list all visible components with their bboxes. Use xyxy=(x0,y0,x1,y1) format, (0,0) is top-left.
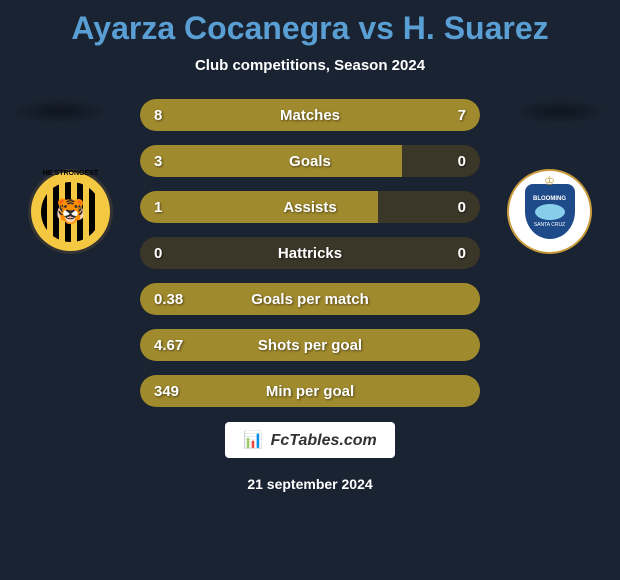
stat-label: Goals per match xyxy=(251,291,369,308)
badge-right-oval xyxy=(535,204,565,220)
stat-value-left: 8 xyxy=(154,107,162,124)
logo-text: FcTables.com xyxy=(271,432,377,449)
stat-value-left: 3 xyxy=(154,153,162,170)
stat-label: Shots per goal xyxy=(258,337,362,354)
stat-label: Goals xyxy=(289,153,331,170)
badge-right-label-bottom: SANTA CRUZ xyxy=(534,222,565,228)
badge-right-label-top: BLOOMING xyxy=(533,196,566,202)
shadow-left xyxy=(10,99,110,124)
stat-value-right: 0 xyxy=(458,199,466,216)
page-subtitle: Club competitions, Season 2024 xyxy=(0,57,620,74)
stat-bar-assists: 1 Assists 0 xyxy=(140,191,480,223)
stat-bar-goals: 3 Goals 0 xyxy=(140,145,480,177)
stat-bar-matches: 8 Matches 7 xyxy=(140,99,480,131)
date-text: 21 september 2024 xyxy=(0,476,620,492)
badge-left-stripes: 🐯 xyxy=(41,182,101,242)
logo-box: 📊 FcTables.com xyxy=(225,422,394,458)
stats-container: 8 Matches 7 3 Goals 0 1 Assists 0 0 Hatt… xyxy=(140,99,480,407)
chart-icon: 📊 xyxy=(243,432,263,449)
stat-fill-left xyxy=(140,145,402,177)
badge-right-shield: ♔ BLOOMING SANTA CRUZ xyxy=(525,184,575,239)
stat-value-right: 7 xyxy=(458,107,466,124)
tiger-icon: 🐯 xyxy=(56,197,86,226)
footer: 📊 FcTables.com 21 september 2024 xyxy=(0,422,620,492)
stat-value-left: 4.67 xyxy=(154,337,183,354)
stat-value-left: 0.38 xyxy=(154,291,183,308)
shadow-right xyxy=(510,99,610,124)
stat-bar-hattricks: 0 Hattricks 0 xyxy=(140,237,480,269)
stat-label: Matches xyxy=(280,107,340,124)
stat-value-left: 1 xyxy=(154,199,162,216)
stat-bar-goals-per-match: 0.38 Goals per match xyxy=(140,283,480,315)
stat-label: Assists xyxy=(283,199,336,216)
page-title: Ayarza Cocanegra vs H. Suarez xyxy=(0,10,620,47)
team-badge-left: HE STRONGEST 🐯 xyxy=(28,169,113,254)
stat-label: Hattricks xyxy=(278,245,342,262)
stat-value-left: 0 xyxy=(154,245,162,262)
stat-value-right: 0 xyxy=(458,153,466,170)
stat-bar-min-per-goal: 349 Min per goal xyxy=(140,375,480,407)
stat-fill-left xyxy=(140,191,378,223)
stat-label: Min per goal xyxy=(266,383,354,400)
stat-value-right: 0 xyxy=(458,245,466,262)
crown-icon: ♔ xyxy=(544,174,555,188)
team-badge-right: ♔ BLOOMING SANTA CRUZ xyxy=(507,169,592,254)
stat-fill-right xyxy=(320,99,480,131)
main-content: HE STRONGEST 🐯 ♔ BLOOMING SANTA CRUZ 8 M… xyxy=(0,99,620,407)
header: Ayarza Cocanegra vs H. Suarez Club compe… xyxy=(0,0,620,74)
badge-left-label: HE STRONGEST xyxy=(43,170,98,177)
stat-value-left: 349 xyxy=(154,383,179,400)
stat-bar-shots-per-goal: 4.67 Shots per goal xyxy=(140,329,480,361)
